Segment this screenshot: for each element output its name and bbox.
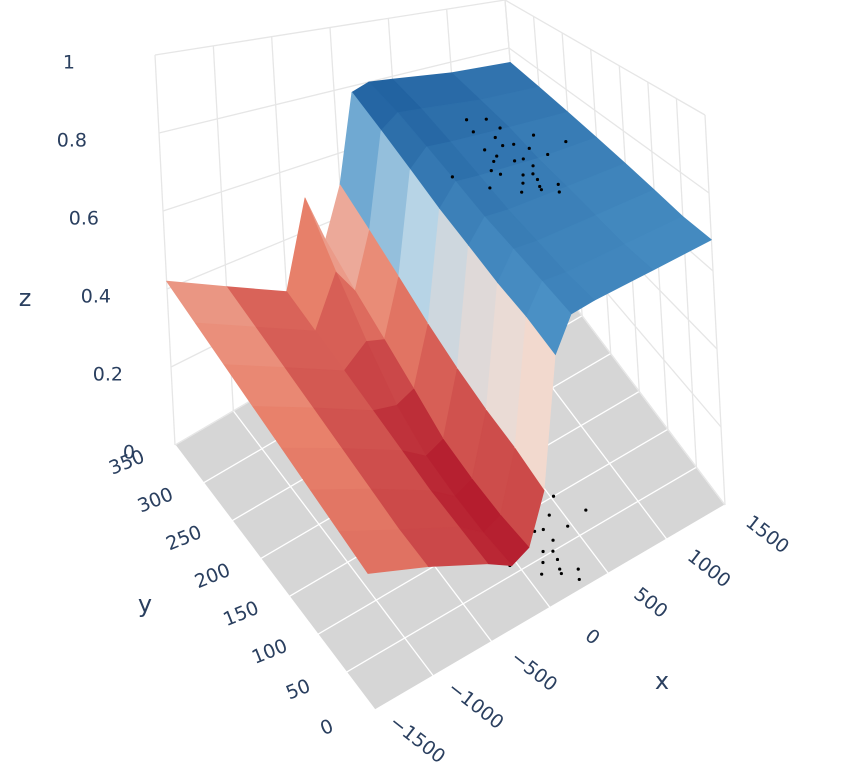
- x-tick-label: 1000: [683, 545, 735, 592]
- scatter-point: [501, 143, 505, 148]
- scatter-point: [527, 146, 531, 150]
- x-tick-label: −500: [507, 647, 562, 696]
- grid-line: [508, 47, 710, 194]
- scatter-point: [555, 557, 560, 562]
- scatter-point: [489, 169, 493, 173]
- y-tick-label: 0: [317, 715, 336, 740]
- scatter-point: [464, 118, 469, 122]
- surface-patch: [338, 529, 429, 574]
- top-points: [450, 117, 568, 194]
- x-tick-label: −1000: [444, 677, 508, 734]
- y-axis-title: y: [138, 590, 152, 618]
- grid-line: [154, 0, 506, 56]
- scatter-point: [521, 157, 525, 161]
- scatter-point: [577, 577, 581, 582]
- scatter-point: [498, 126, 502, 130]
- scatter-point: [566, 524, 570, 528]
- scatter-point: [520, 190, 524, 194]
- x-tick-label: 1500: [741, 511, 793, 558]
- scatter-point: [495, 154, 499, 158]
- z-tick-label: 0.6: [69, 208, 99, 230]
- scatter-point: [564, 139, 568, 144]
- scatter-point: [471, 130, 475, 134]
- x-tick-label: −1500: [385, 711, 449, 768]
- grid-line: [232, 410, 434, 677]
- z-tick-label: 0.2: [93, 364, 123, 386]
- grid-line: [704, 114, 726, 506]
- scatter-point: [539, 188, 543, 192]
- scatter-point: [541, 527, 545, 532]
- scatter-point: [556, 182, 560, 186]
- scatter-point: [584, 508, 588, 512]
- scatter-point: [541, 560, 545, 565]
- scatter-point: [576, 567, 580, 571]
- scatter-point: [559, 571, 563, 576]
- y-tick-label: 150: [220, 597, 262, 631]
- grid-line: [675, 98, 698, 468]
- grid-line: [158, 47, 510, 134]
- scatter-point: [551, 538, 555, 542]
- scatter-point: [450, 175, 454, 179]
- y-tick-label: 50: [283, 675, 314, 704]
- y-tick-label: 300: [134, 483, 176, 517]
- scatter-point: [547, 513, 551, 517]
- scatter-point: [535, 177, 540, 182]
- grid-line: [504, 0, 706, 116]
- scatter-point: [531, 164, 535, 168]
- scatter-point: [521, 173, 525, 177]
- scatter-point: [488, 186, 492, 190]
- scatter-point: [484, 117, 488, 121]
- scatter-point: [558, 567, 562, 571]
- z-tick-label: 0.8: [57, 130, 87, 152]
- scatter-point: [531, 133, 536, 137]
- scatter-point: [493, 135, 497, 140]
- scatter-point: [541, 549, 545, 554]
- surface: [166, 62, 712, 574]
- x-tick-label: 0: [581, 625, 604, 650]
- z-tick-label: 0: [123, 442, 135, 464]
- x-axis-title: x: [655, 667, 669, 695]
- x-tick-label: 500: [630, 583, 672, 623]
- scatter-point: [483, 148, 487, 152]
- scatter-point: [521, 181, 525, 185]
- y-tick-label: 200: [192, 559, 234, 593]
- scatter-point: [551, 549, 555, 553]
- scatter-point: [540, 572, 544, 576]
- y-tick-label: 250: [163, 521, 205, 555]
- grid-line: [346, 466, 697, 673]
- scatter-point: [512, 142, 516, 146]
- scatter-point: [538, 184, 542, 189]
- scatter-point: [551, 494, 556, 498]
- grid-line: [374, 504, 726, 711]
- scatter-point: [492, 159, 496, 164]
- scatter-point: [498, 172, 503, 176]
- scatter-point: [531, 172, 535, 176]
- scatter-point: [546, 152, 550, 157]
- scatter-point: [512, 159, 517, 163]
- grid-line: [174, 444, 376, 711]
- grid-line: [154, 54, 176, 446]
- z-tick-label: 1: [63, 52, 75, 74]
- scatter-point: [557, 190, 561, 194]
- z-axis-title: z: [19, 284, 32, 312]
- y-tick-label: 100: [249, 635, 291, 669]
- z-tick-label: 0.4: [81, 286, 111, 308]
